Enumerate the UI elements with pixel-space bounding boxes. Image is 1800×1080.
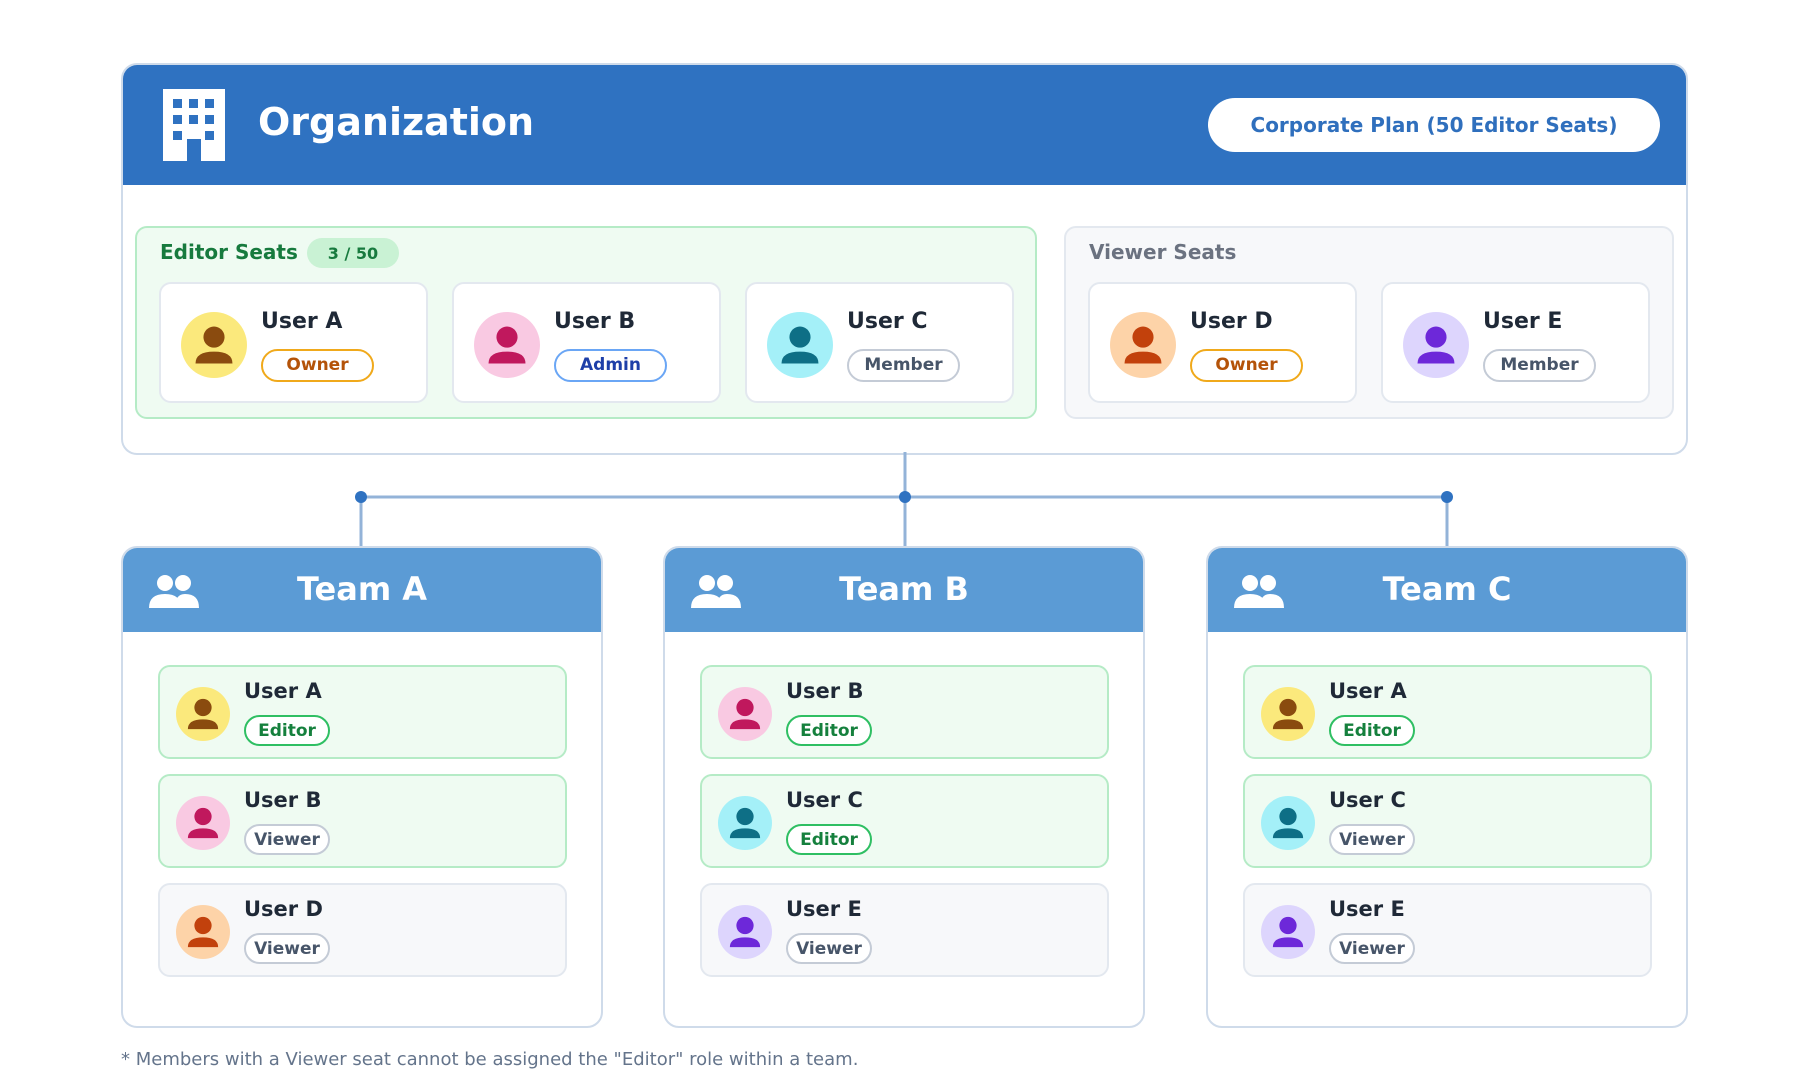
avatar [176,905,230,959]
user-card: User A Editor [158,665,567,759]
role-badge: Editor [1329,715,1415,746]
role-text: Viewer [254,938,320,959]
role-text: Owner [286,355,349,375]
user-name: User C [786,788,863,812]
user-name: User B [554,308,636,334]
avatar [718,905,772,959]
user-card: User C Viewer [1243,774,1652,868]
role-badge: Owner [1190,348,1303,382]
team-title: Team A [296,570,428,608]
avatar [181,311,247,378]
role-badge: Viewer [1329,824,1415,855]
role-badge: Viewer [786,933,872,964]
avatar [1261,687,1315,741]
role-badge: Member [847,348,960,382]
user-card: User C Editor [700,774,1109,868]
user-name: User C [1329,788,1406,812]
editor-count-text: 3 / 50 [327,243,379,263]
role-text: Editor [258,720,316,741]
user-name: User D [244,897,323,921]
role-badge: Member [1483,348,1596,382]
plan-pill[interactable]: Corporate Plan (50 Editor Seats) [1208,98,1660,152]
plan-label: Corporate Plan (50 Editor Seats) [1250,113,1618,137]
user-card: User A Owner [159,282,428,403]
role-text: Member [1500,355,1579,375]
viewer-label: Viewer Seats [1089,240,1237,264]
role-badge: Owner [261,348,374,382]
team-box: Team A [121,546,603,1028]
user-name: User B [786,679,864,703]
avatar [176,796,230,850]
team-header: Team A [123,548,601,632]
footnote: * Members with a Viewer seat cannot be a… [121,1049,859,1070]
user-card: User C Member [745,282,1014,403]
user-name: User E [786,897,862,921]
role-badge: Editor [244,715,330,746]
people-icon [691,575,741,608]
user-name: User A [1329,679,1407,703]
role-text: Owner [1215,355,1278,375]
org-title: Organization [258,100,535,144]
team-icon [1234,574,1284,608]
role-text: Editor [1343,720,1401,741]
user-card: User D Owner [1088,282,1357,403]
user-card: User B Viewer [158,774,567,868]
avatar [1261,905,1315,959]
avatar [474,311,540,378]
role-badge: Editor [786,824,872,855]
user-card: User B Editor [700,665,1109,759]
user-card: User E Member [1381,282,1650,403]
user-name: User D [1190,308,1273,334]
avatar [767,311,833,378]
role-text: Viewer [1339,938,1405,959]
team-box: Team B [663,546,1145,1028]
avatar [718,796,772,850]
user-card: User A Editor [1243,665,1652,759]
avatar [1403,311,1469,378]
user-name: User B [244,788,322,812]
avatar [176,687,230,741]
role-text: Viewer [1339,829,1405,850]
building-icon [163,89,225,161]
user-name: User A [261,308,343,334]
role-text: Viewer [796,938,862,959]
user-name: User E [1329,897,1405,921]
team-header: Team C [1208,548,1686,632]
team-icon [149,574,199,608]
role-badge: Viewer [244,824,330,855]
editor-count: 3 / 50 [307,238,399,268]
role-text: Member [864,355,943,375]
user-card: User D Viewer [158,883,567,977]
people-icon [1234,575,1284,608]
editor-label: Editor Seats [160,240,298,264]
role-text: Admin [580,355,641,375]
role-text: Editor [800,829,858,850]
role-badge: Admin [554,348,667,382]
user-name: User E [1483,308,1563,334]
avatar [718,687,772,741]
team-header: Team B [665,548,1143,632]
user-card: User E Viewer [700,883,1109,977]
role-badge: Viewer [244,933,330,964]
org-box: Organization Corporate Plan (50 Editor S… [121,63,1688,455]
team-title: Team C [1382,570,1512,608]
team-title: Team B [839,570,969,608]
avatar [1110,311,1176,378]
team-icon [691,574,741,608]
role-badge: Viewer [1329,933,1415,964]
user-card: User B Admin [452,282,721,403]
role-badge: Editor [786,715,872,746]
team-box: Team C [1206,546,1688,1028]
user-card: User E Viewer [1243,883,1652,977]
org-header: Organization Corporate Plan (50 Editor S… [123,65,1686,185]
avatar [1261,796,1315,850]
role-text: Editor [800,720,858,741]
user-name: User C [847,308,928,334]
role-text: Viewer [254,829,320,850]
people-icon [149,575,199,608]
user-name: User A [244,679,322,703]
